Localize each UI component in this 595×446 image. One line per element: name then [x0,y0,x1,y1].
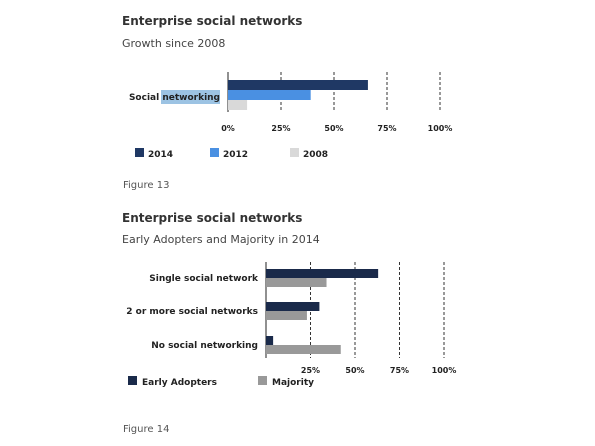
x-tick-label: 0% [221,124,235,133]
chart2-title: Enterprise social networks [122,211,303,225]
legend-swatch-Early Adopters [128,376,137,385]
x-tick-label: 100% [432,366,457,375]
bar-Early Adopters [266,336,274,345]
bar-2014 [228,80,368,90]
x-tick-label: 25% [301,366,320,375]
bar-2012 [228,90,311,100]
chart1-subtitle: Growth since 2008 [122,37,226,50]
legend-label-2014: 2014 [148,150,173,160]
x-tick-label: 25% [271,124,290,133]
bar-Majority [266,345,341,354]
bar-Majority [266,311,307,320]
chart2-subtitle: Early Adopters and Majority in 2014 [122,233,320,246]
legend-swatch-Majority [258,376,267,385]
category-highlight [161,90,220,104]
x-tick-label: 75% [390,366,409,375]
legend-swatch-2012 [210,148,219,157]
legend-swatch-2008 [290,148,299,157]
bar-Majority [266,278,327,287]
chart1-title: Enterprise social networks [122,14,303,28]
legend-swatch-2014 [135,148,144,157]
bar-Early Adopters [266,269,379,278]
x-tick-label: 100% [428,124,453,133]
chart1-figure-label: Figure 13 [123,180,170,191]
x-tick-label: 75% [377,124,396,133]
chart2-figure-label: Figure 14 [123,424,170,435]
bar-2008 [228,100,248,110]
legend-label-Early Adopters: Early Adopters [142,378,217,388]
category-label: Social networking [129,93,220,103]
legend-label-2012: 2012 [223,150,248,160]
x-tick-label: 50% [345,366,364,375]
x-tick-label: 50% [324,124,343,133]
category-label: Single social network [149,274,259,284]
legend-label-Majority: Majority [272,378,314,388]
bar-Early Adopters [266,302,320,311]
category-label: No social networking [151,341,258,351]
legend-label-2008: 2008 [303,150,328,160]
category-label: 2 or more social networks [126,307,258,317]
